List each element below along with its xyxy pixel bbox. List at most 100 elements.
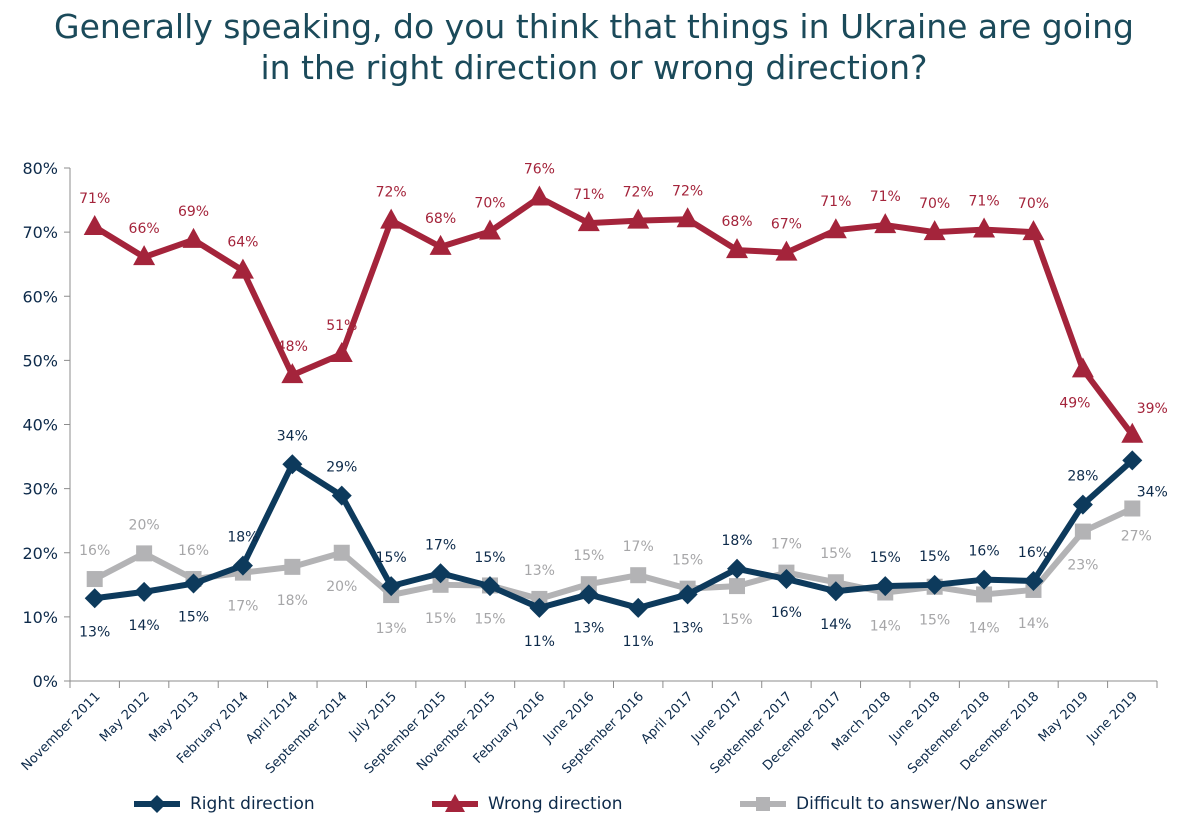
data-label-right-direction: 16% bbox=[771, 605, 802, 621]
marker-difficult-to-answer-no-answer bbox=[729, 578, 746, 595]
data-label-right-direction: 13% bbox=[79, 624, 110, 640]
data-label-wrong-direction: 66% bbox=[129, 221, 160, 237]
marker-right-direction bbox=[381, 576, 402, 597]
data-label-right-direction: 34% bbox=[277, 428, 308, 444]
y-tick-label: 10% bbox=[22, 608, 58, 627]
marker-right-direction bbox=[776, 569, 797, 590]
data-label-difficult-to-answer-no-answer: 14% bbox=[870, 619, 901, 635]
data-label-difficult-to-answer-no-answer: 15% bbox=[672, 553, 703, 569]
marker-right-direction bbox=[578, 584, 599, 605]
marker-right-direction bbox=[974, 569, 995, 590]
marker-difficult-to-answer-no-answer bbox=[284, 558, 301, 575]
data-label-right-direction: 13% bbox=[573, 620, 604, 636]
marker-wrong-direction bbox=[923, 220, 946, 241]
data-label-right-direction: 15% bbox=[870, 550, 901, 566]
marker-wrong-direction bbox=[824, 218, 847, 239]
y-tick-label: 70% bbox=[22, 223, 58, 242]
y-tick-label: 20% bbox=[22, 544, 58, 563]
data-label-right-direction: 15% bbox=[376, 550, 407, 566]
data-label-wrong-direction: 67% bbox=[771, 217, 802, 233]
marker-difficult-to-answer-no-answer bbox=[976, 586, 993, 603]
data-label-difficult-to-answer-no-answer: 14% bbox=[969, 620, 1000, 636]
data-label-wrong-direction: 71% bbox=[870, 189, 901, 205]
marker-difficult-to-answer-no-answer bbox=[1074, 523, 1091, 540]
marker-wrong-direction bbox=[281, 363, 304, 384]
chart-title-line-2: in the right direction or wrong directio… bbox=[260, 48, 928, 87]
data-label-right-direction: 34% bbox=[1137, 484, 1168, 500]
data-label-wrong-direction: 69% bbox=[178, 204, 209, 220]
x-tick-label: May 2019 bbox=[1036, 689, 1092, 745]
data-label-difficult-to-answer-no-answer: 20% bbox=[326, 579, 357, 595]
data-label-right-direction: 14% bbox=[820, 617, 851, 633]
legend-label-wrong-direction: Wrong direction bbox=[488, 794, 623, 814]
marker-right-direction bbox=[1023, 570, 1044, 591]
marker-wrong-direction bbox=[330, 341, 353, 362]
series-line-wrong-direction bbox=[93, 194, 1135, 437]
marker-right-direction bbox=[1122, 450, 1143, 471]
data-label-wrong-direction: 72% bbox=[672, 183, 703, 199]
marker-right-direction bbox=[875, 576, 896, 597]
data-label-right-direction: 15% bbox=[474, 550, 505, 566]
data-label-difficult-to-answer-no-answer: 27% bbox=[1121, 529, 1152, 545]
x-tick-label: September 2017 bbox=[708, 689, 796, 777]
data-label-difficult-to-answer-no-answer: 13% bbox=[376, 621, 407, 637]
data-label-difficult-to-answer-no-answer: 15% bbox=[474, 611, 505, 627]
x-tick-label: September 2018 bbox=[905, 689, 993, 777]
marker-right-direction bbox=[282, 454, 303, 475]
marker-wrong-direction bbox=[83, 214, 106, 235]
data-label-right-direction: 13% bbox=[672, 620, 703, 636]
marker-wrong-direction bbox=[380, 208, 403, 229]
marker-wrong-direction bbox=[627, 208, 650, 229]
marker-difficult-to-answer-no-answer bbox=[333, 544, 350, 561]
chart-title-line-1: Generally speaking, do you think that th… bbox=[54, 7, 1134, 46]
legend-swatch-right-direction bbox=[134, 795, 180, 813]
data-label-difficult-to-answer-no-answer: 14% bbox=[1018, 616, 1049, 632]
data-label-right-direction: 15% bbox=[919, 549, 950, 565]
marker-wrong-direction bbox=[726, 238, 749, 259]
data-label-difficult-to-answer-no-answer: 20% bbox=[129, 517, 160, 533]
data-label-difficult-to-answer-no-answer: 15% bbox=[573, 548, 604, 564]
marker-right-direction bbox=[529, 597, 550, 618]
data-label-difficult-to-answer-no-answer: 17% bbox=[623, 539, 654, 555]
data-label-difficult-to-answer-no-answer: 13% bbox=[524, 563, 555, 579]
x-tick-label: April 2017 bbox=[639, 689, 697, 747]
data-label-wrong-direction: 68% bbox=[425, 211, 456, 227]
marker-difficult-to-answer-no-answer bbox=[1124, 500, 1141, 517]
y-tick-label: 50% bbox=[22, 351, 58, 370]
data-label-right-direction: 17% bbox=[425, 537, 456, 553]
data-label-right-direction: 16% bbox=[969, 544, 1000, 560]
marker-right-direction bbox=[134, 581, 155, 602]
chart-legend: Right direction Wrong direction Difficul… bbox=[0, 793, 1188, 819]
legend-swatch-difficult-to-answer bbox=[740, 797, 786, 811]
y-tick-label: 30% bbox=[22, 480, 58, 499]
marker-wrong-direction bbox=[1071, 357, 1094, 378]
y-tick-label: 80% bbox=[22, 159, 58, 178]
marker-wrong-direction bbox=[577, 211, 600, 232]
data-label-difficult-to-answer-no-answer: 17% bbox=[227, 599, 258, 615]
data-label-right-direction: 16% bbox=[1018, 545, 1049, 561]
data-label-difficult-to-answer-no-answer: 15% bbox=[721, 612, 752, 628]
data-label-right-direction: 18% bbox=[721, 533, 752, 549]
data-label-wrong-direction: 71% bbox=[820, 194, 851, 210]
data-label-right-direction: 28% bbox=[1067, 469, 1098, 485]
legend-item-wrong-direction: Wrong direction bbox=[430, 793, 623, 815]
data-label-difficult-to-answer-no-answer: 15% bbox=[425, 611, 456, 627]
legend-swatch-wrong-direction bbox=[432, 794, 478, 812]
marker-wrong-direction bbox=[478, 219, 501, 240]
marker-right-direction bbox=[677, 584, 698, 605]
data-label-difficult-to-answer-no-answer: 17% bbox=[771, 537, 802, 553]
y-tick-label: 40% bbox=[22, 416, 58, 435]
marker-difficult-to-answer-no-answer bbox=[580, 576, 597, 593]
x-tick-label: September 2014 bbox=[263, 689, 351, 777]
data-label-right-direction: 11% bbox=[623, 634, 654, 650]
data-label-right-direction: 14% bbox=[129, 618, 160, 634]
data-label-wrong-direction: 68% bbox=[721, 214, 752, 230]
x-tick-label: November 2011 bbox=[19, 689, 104, 774]
data-label-wrong-direction: 51% bbox=[326, 318, 357, 334]
marker-right-direction bbox=[1072, 494, 1093, 515]
marker-wrong-direction bbox=[973, 217, 996, 238]
marker-wrong-direction bbox=[1022, 220, 1045, 241]
marker-right-direction bbox=[628, 597, 649, 618]
marker-wrong-direction bbox=[775, 240, 798, 261]
data-label-difficult-to-answer-no-answer: 16% bbox=[178, 543, 209, 559]
